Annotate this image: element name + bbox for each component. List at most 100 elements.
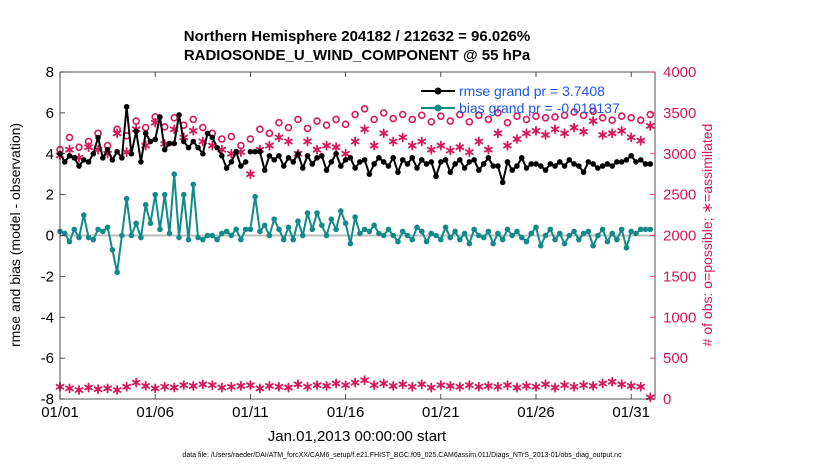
rmse-marker [614, 159, 620, 165]
rmse-marker [504, 159, 511, 165]
rmse-marker [509, 167, 515, 173]
obs-star-stroke [484, 146, 493, 153]
rmse-marker [523, 165, 530, 171]
obs-bottom-marker [160, 381, 170, 392]
obs-possible-marker [75, 143, 83, 152]
obs-star-stroke [579, 382, 588, 389]
bias-marker [138, 234, 144, 241]
obs-assimilated-marker [522, 128, 531, 139]
rmse-marker [309, 161, 316, 167]
bias-marker [152, 191, 158, 198]
bias-marker [537, 242, 544, 249]
obs-assimilated-marker [284, 136, 293, 147]
obs-possible-marker [408, 115, 417, 124]
obs-star-stroke [379, 130, 389, 137]
rmse-marker [219, 152, 225, 159]
rmse-marker [428, 159, 435, 165]
obs-star-stroke [569, 124, 579, 131]
bias-marker [509, 232, 515, 239]
obs-assimilated-marker [436, 140, 446, 151]
bias-marker [95, 226, 101, 233]
obs-possible-marker [341, 120, 350, 129]
obs-possible-marker [570, 108, 578, 116]
obs-bottom-marker [84, 382, 93, 393]
rmse-marker [466, 159, 473, 165]
rmse-marker [338, 163, 344, 169]
obs-bottom-marker [65, 383, 74, 394]
rmse-marker [585, 159, 592, 165]
bias-marker [195, 234, 201, 241]
obs-bottom-marker [645, 392, 655, 403]
obs-possible-marker [189, 115, 198, 124]
rmse-marker [595, 165, 601, 171]
obs-bottom-marker [255, 383, 265, 394]
rmse-marker [404, 161, 411, 167]
bias-marker [476, 232, 482, 239]
rmse-marker [499, 179, 506, 186]
obs-star-stroke [303, 138, 312, 145]
rmse-marker [590, 161, 596, 167]
obs-star-stroke [398, 134, 408, 141]
bias-marker [271, 216, 278, 222]
rmse-marker [104, 146, 111, 153]
obs-bottom-marker [512, 382, 522, 393]
y2-tick-label: 4000 [663, 64, 696, 81]
obs-assimilated-marker [569, 122, 579, 133]
obs-possible-marker [379, 109, 388, 117]
bias-marker [366, 228, 373, 235]
bias-marker [604, 238, 611, 245]
obs-assimilated-marker [474, 136, 484, 147]
obs-star-stroke [65, 146, 74, 153]
bias-marker [633, 230, 639, 237]
obs-possible-marker [141, 123, 150, 132]
bias-marker [347, 240, 354, 247]
rmse-marker [299, 165, 306, 171]
rmse-marker [133, 128, 139, 135]
obs-bottom-marker [131, 377, 141, 388]
y2-tick-label: 3500 [663, 105, 696, 122]
obs-assimilated-marker [65, 144, 74, 155]
rmse-marker [347, 155, 354, 161]
bias-marker [123, 195, 130, 202]
bias-marker [461, 230, 468, 237]
obs-possible-marker [256, 125, 264, 134]
obs-bottom-marker [322, 381, 331, 391]
chart-title: Northern Hemisphere 204182 / 212632 = 96… [184, 28, 530, 45]
rmse-marker [518, 155, 525, 161]
obs-assimilated-marker [445, 145, 455, 156]
bias-marker [542, 232, 549, 239]
bias-marker [90, 236, 97, 243]
obs-possible-marker [322, 121, 331, 129]
x-tick-label: 01/21 [422, 404, 460, 421]
bias-marker [414, 224, 420, 231]
rmse-marker [385, 163, 392, 169]
rmse-marker [200, 150, 206, 157]
obs-bottom-marker [388, 381, 398, 391]
rmse-marker [114, 148, 120, 155]
rmse-marker [333, 150, 339, 157]
obs-possible-marker [417, 111, 426, 120]
rmse-marker [261, 167, 268, 173]
obs-assimilated-marker [588, 116, 598, 126]
obs-star-stroke [407, 142, 417, 149]
obs-possible-marker [560, 111, 569, 120]
rmse-marker [209, 134, 216, 141]
bias-marker [204, 232, 211, 239]
y2-tick-label: 2000 [663, 228, 696, 245]
obs-possible-marker [65, 133, 74, 142]
obs-star-stroke [331, 380, 341, 387]
rmse-marker [85, 159, 92, 165]
bias-marker [66, 238, 73, 245]
rmse-marker [633, 159, 639, 165]
obs-possible-marker [484, 115, 493, 124]
obs-bottom-marker [303, 381, 312, 392]
obs-star-stroke [436, 382, 446, 389]
obs-bottom-marker [436, 380, 446, 391]
obs-assimilated-marker [322, 140, 331, 151]
y2-tick-label: 0 [663, 391, 671, 408]
obs-assimilated-marker [560, 128, 569, 139]
rmse-line [250, 150, 651, 184]
y-tick-label: -6 [41, 350, 54, 367]
bias-marker [323, 232, 330, 239]
bias-marker [390, 232, 397, 239]
